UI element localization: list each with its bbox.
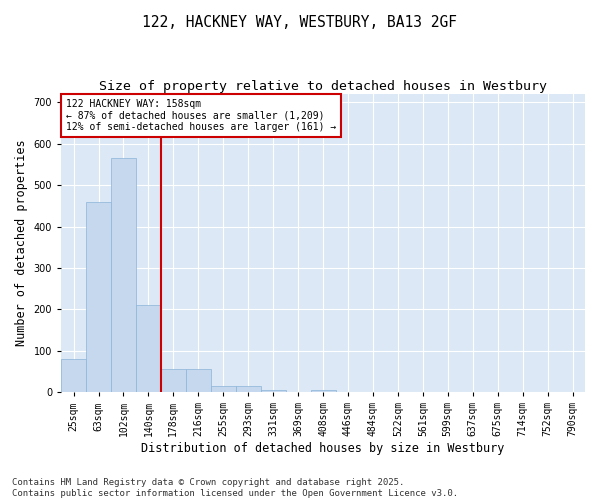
Bar bbox=[236, 386, 260, 392]
Bar bbox=[186, 370, 211, 392]
Bar bbox=[136, 305, 161, 392]
Text: 122, HACKNEY WAY, WESTBURY, BA13 2GF: 122, HACKNEY WAY, WESTBURY, BA13 2GF bbox=[143, 15, 458, 30]
Text: Contains HM Land Registry data © Crown copyright and database right 2025.
Contai: Contains HM Land Registry data © Crown c… bbox=[12, 478, 458, 498]
Y-axis label: Number of detached properties: Number of detached properties bbox=[15, 140, 28, 346]
Bar bbox=[111, 158, 136, 392]
Bar bbox=[61, 359, 86, 392]
Title: Size of property relative to detached houses in Westbury: Size of property relative to detached ho… bbox=[99, 80, 547, 93]
Bar bbox=[161, 370, 186, 392]
Bar bbox=[211, 386, 236, 392]
Bar bbox=[86, 202, 111, 392]
Bar bbox=[260, 390, 286, 392]
X-axis label: Distribution of detached houses by size in Westbury: Distribution of detached houses by size … bbox=[142, 442, 505, 455]
Bar bbox=[311, 390, 335, 392]
Text: 122 HACKNEY WAY: 158sqm
← 87% of detached houses are smaller (1,209)
12% of semi: 122 HACKNEY WAY: 158sqm ← 87% of detache… bbox=[67, 98, 337, 132]
